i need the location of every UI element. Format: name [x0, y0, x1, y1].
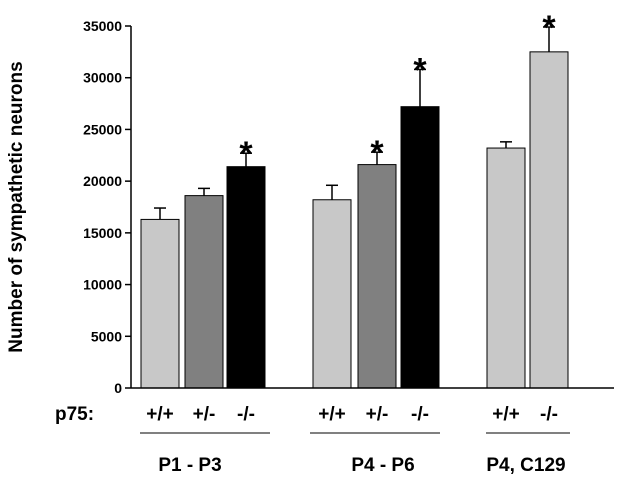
error-bars [154, 26, 555, 220]
genotype-label: +/+ [318, 404, 345, 425]
bar [140, 218, 180, 389]
significance-asterisk: * [542, 9, 556, 47]
bars [140, 51, 569, 389]
bar [400, 106, 440, 389]
y-tick-label: 15000 [83, 225, 122, 241]
genotype-label: -/- [237, 404, 255, 425]
significance-asterisk: * [413, 51, 427, 89]
genotype-label: -/- [411, 404, 429, 425]
group-labels: P1 - P3 P4 - P6 P4, C129 [158, 455, 565, 476]
y-tick-label: 25000 [83, 121, 122, 137]
genotype-label: +/- [366, 404, 389, 425]
group-label: P4, C129 [486, 455, 565, 476]
bar [357, 164, 397, 389]
y-tick-label: 35000 [83, 18, 122, 34]
significance-asterisk: * [370, 134, 384, 172]
bar [226, 166, 266, 389]
y-tick-label: 20000 [83, 173, 122, 189]
bar [312, 199, 352, 389]
genotype-label: +/+ [146, 404, 173, 425]
genotype-label: +/- [193, 404, 216, 425]
genotype-label: -/- [540, 404, 558, 425]
y-axis-ticks: 0 5000 10000 15000 20000 25000 30000 35000 [83, 18, 131, 396]
category-labels: +/+ +/- -/- +/+ +/- -/- +/+ -/- [146, 404, 558, 425]
group-label: P4 - P6 [351, 455, 414, 476]
genotype-row-label: p75: [55, 404, 94, 425]
annotations: * * * * [239, 9, 556, 173]
y-tick-label: 10000 [83, 277, 122, 293]
bar [486, 147, 526, 389]
y-tick-label: 5000 [91, 328, 122, 344]
bar [184, 195, 224, 389]
genotype-label: +/+ [492, 404, 519, 425]
y-axis-title: Number of sympathetic neurons [6, 61, 27, 352]
bar [529, 51, 569, 389]
significance-asterisk: * [239, 135, 253, 173]
y-tick-label: 0 [114, 380, 122, 396]
group-label: P1 - P3 [158, 455, 221, 476]
y-tick-label: 30000 [83, 70, 122, 86]
